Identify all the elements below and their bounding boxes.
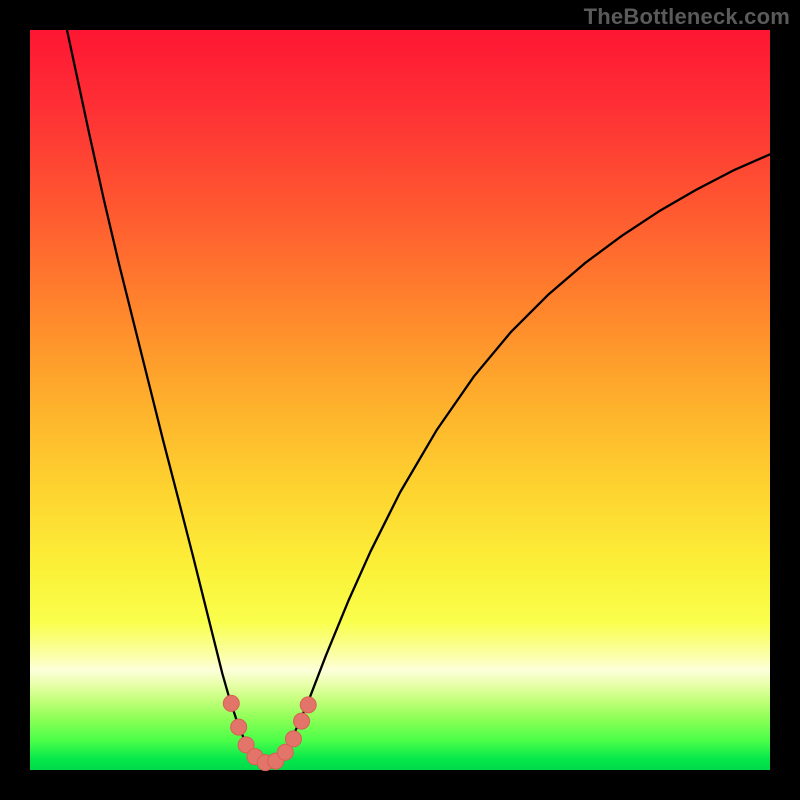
curve-marker <box>300 697 316 713</box>
curve-marker <box>223 695 239 711</box>
chart-gradient-bg <box>30 30 770 770</box>
curve-marker <box>294 713 310 729</box>
watermark-text: TheBottleneck.com <box>584 4 790 30</box>
curve-marker <box>231 719 247 735</box>
bottleneck-chart <box>0 0 800 800</box>
curve-marker <box>285 731 301 747</box>
chart-svg <box>0 0 800 800</box>
